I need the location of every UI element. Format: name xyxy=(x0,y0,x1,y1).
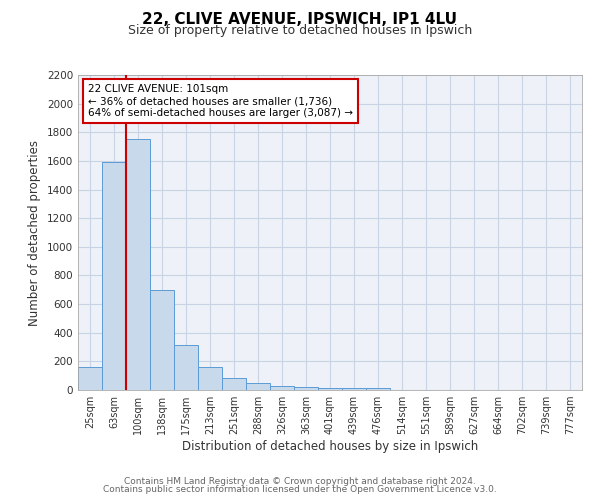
Bar xyxy=(318,388,342,390)
Text: 22 CLIVE AVENUE: 101sqm
← 36% of detached houses are smaller (1,736)
64% of semi: 22 CLIVE AVENUE: 101sqm ← 36% of detache… xyxy=(88,84,353,117)
Bar xyxy=(198,367,222,390)
Y-axis label: Number of detached properties: Number of detached properties xyxy=(28,140,41,326)
Text: Size of property relative to detached houses in Ipswich: Size of property relative to detached ho… xyxy=(128,24,472,37)
Text: 22, CLIVE AVENUE, IPSWICH, IP1 4LU: 22, CLIVE AVENUE, IPSWICH, IP1 4LU xyxy=(143,12,458,28)
Bar xyxy=(126,140,150,390)
Text: Contains HM Land Registry data © Crown copyright and database right 2024.: Contains HM Land Registry data © Crown c… xyxy=(124,478,476,486)
Bar xyxy=(294,387,318,390)
Bar xyxy=(174,345,198,390)
Bar xyxy=(342,388,366,390)
Bar xyxy=(270,386,294,390)
Bar xyxy=(150,290,174,390)
Bar xyxy=(222,378,246,390)
Text: Contains public sector information licensed under the Open Government Licence v3: Contains public sector information licen… xyxy=(103,485,497,494)
Bar xyxy=(102,162,126,390)
Bar xyxy=(78,367,102,390)
Bar xyxy=(246,383,270,390)
Bar xyxy=(366,388,390,390)
X-axis label: Distribution of detached houses by size in Ipswich: Distribution of detached houses by size … xyxy=(182,440,478,453)
